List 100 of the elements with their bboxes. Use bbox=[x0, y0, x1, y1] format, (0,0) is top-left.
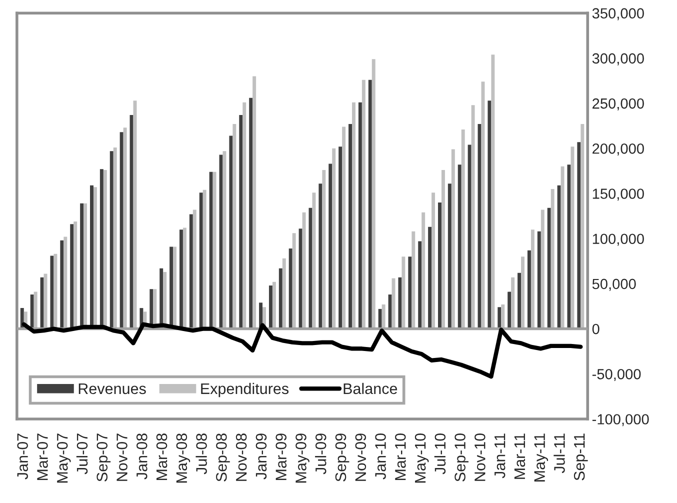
bar bbox=[378, 308, 382, 329]
bar bbox=[252, 76, 256, 329]
x-tick-label: Sep-11 bbox=[574, 434, 588, 480]
bar bbox=[461, 129, 465, 329]
bar bbox=[388, 294, 392, 329]
legend-label: Revenues bbox=[78, 383, 146, 394]
x-tick-label: Jul-11 bbox=[554, 434, 565, 474]
bar bbox=[308, 208, 312, 329]
bar bbox=[232, 124, 236, 329]
bar bbox=[30, 294, 34, 329]
bar bbox=[448, 184, 452, 329]
bar bbox=[358, 102, 362, 329]
bar bbox=[268, 285, 272, 329]
x-tick-label: Sep-08 bbox=[216, 434, 230, 482]
x-tick-label: Jul-08 bbox=[196, 434, 207, 474]
bar bbox=[74, 221, 78, 329]
bar bbox=[527, 250, 531, 329]
bar bbox=[282, 258, 286, 329]
x-tick-label: Nov-07 bbox=[116, 434, 128, 481]
x-tick-label: May-07 bbox=[56, 434, 71, 483]
bar bbox=[577, 142, 581, 329]
bar bbox=[298, 228, 302, 329]
bar bbox=[44, 274, 48, 329]
x-tick-label: Sep-09 bbox=[335, 434, 350, 482]
bar bbox=[342, 126, 346, 329]
bar bbox=[179, 230, 183, 329]
y-tick-label: 100,000 bbox=[592, 234, 644, 246]
x-tick-label: Nov-10 bbox=[474, 433, 486, 481]
bar bbox=[438, 202, 442, 329]
bar bbox=[288, 248, 292, 329]
bar bbox=[120, 132, 124, 329]
bar bbox=[60, 240, 64, 329]
x-tick-label: Jul-09 bbox=[315, 434, 326, 474]
x-tick-label: Jan-09 bbox=[256, 434, 267, 480]
bar bbox=[272, 282, 276, 329]
x-tick-label: Jul-10 bbox=[434, 433, 446, 474]
bar bbox=[362, 80, 366, 329]
bar bbox=[398, 277, 402, 329]
bar bbox=[530, 230, 534, 329]
x-tick-label: Jan-08 bbox=[136, 434, 148, 480]
bar bbox=[382, 304, 386, 329]
bar bbox=[312, 192, 316, 329]
bar bbox=[511, 277, 515, 329]
x-tick-label: Mar-07 bbox=[37, 434, 48, 480]
bar bbox=[368, 80, 372, 329]
bar bbox=[292, 233, 296, 329]
bar bbox=[34, 292, 38, 329]
bar bbox=[491, 54, 495, 329]
bar bbox=[488, 100, 492, 329]
x-tick-label: Jul-07 bbox=[76, 434, 88, 474]
bar bbox=[428, 226, 432, 329]
y-tick-label: 150,000 bbox=[592, 188, 644, 201]
x-tick-label: May-10 bbox=[414, 433, 429, 483]
bar bbox=[550, 188, 554, 329]
bar bbox=[40, 277, 44, 329]
bar bbox=[481, 82, 485, 329]
y-tick-label: -100,000 bbox=[592, 414, 649, 426]
bar bbox=[202, 190, 206, 329]
bar bbox=[318, 184, 322, 329]
bar bbox=[471, 105, 475, 329]
bar bbox=[557, 185, 561, 329]
x-tick-label: Nov-08 bbox=[236, 434, 247, 481]
bar bbox=[50, 256, 54, 329]
y-tick-label: 300,000 bbox=[592, 53, 644, 66]
bar bbox=[372, 59, 376, 329]
bar bbox=[229, 136, 233, 329]
bar bbox=[278, 268, 282, 329]
bar bbox=[458, 164, 462, 329]
bar bbox=[580, 124, 584, 329]
bar bbox=[348, 124, 352, 329]
bar bbox=[412, 231, 416, 329]
bar bbox=[322, 170, 326, 329]
bar bbox=[130, 115, 134, 329]
x-tick-label: May-11 bbox=[534, 434, 548, 482]
bar bbox=[189, 214, 193, 329]
bar bbox=[352, 102, 356, 329]
y-tick-label: 200,000 bbox=[592, 143, 644, 156]
bar bbox=[501, 304, 505, 329]
bar bbox=[242, 102, 246, 329]
bar bbox=[222, 151, 226, 329]
bar bbox=[498, 307, 502, 329]
y-tick-label: 0 bbox=[592, 324, 600, 334]
bar bbox=[560, 166, 564, 329]
bar bbox=[209, 172, 213, 329]
bar bbox=[328, 164, 332, 329]
bar bbox=[537, 231, 541, 329]
bar bbox=[54, 254, 58, 329]
y-tick-label: 350,000 bbox=[592, 8, 644, 20]
legend-label: Expenditures bbox=[201, 382, 289, 398]
bar bbox=[408, 256, 412, 329]
bar bbox=[239, 115, 243, 329]
x-tick-label: Sep-10 bbox=[454, 433, 468, 482]
x-tick-label: Jan-07 bbox=[17, 434, 28, 480]
bar bbox=[402, 256, 406, 329]
bar bbox=[113, 147, 117, 329]
x-tick-label: May-09 bbox=[296, 434, 310, 483]
bar bbox=[199, 192, 203, 329]
x-tick-label: Jan-10 bbox=[375, 433, 386, 480]
bar bbox=[432, 192, 436, 329]
bar bbox=[332, 148, 336, 329]
